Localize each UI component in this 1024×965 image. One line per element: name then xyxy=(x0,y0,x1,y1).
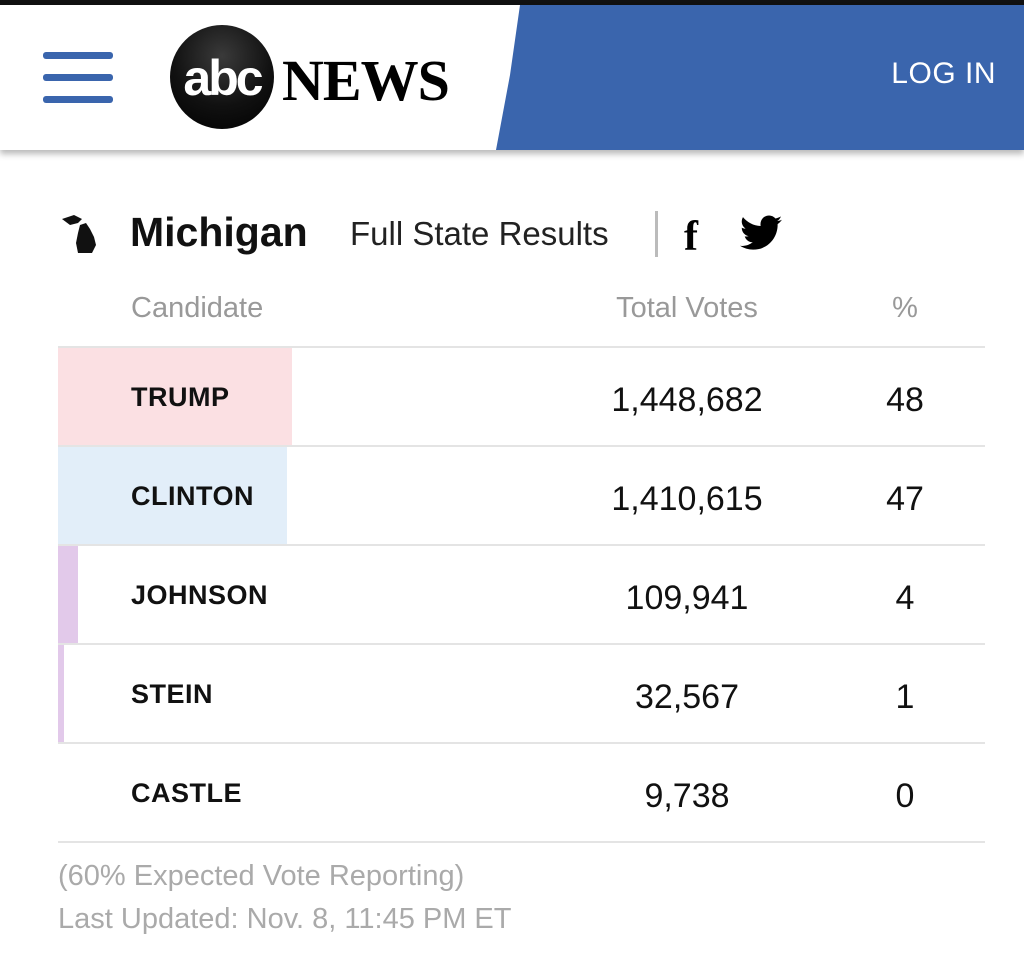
results-table: TRUMP 1,448,682 48 CLINTON 1,410,615 47 … xyxy=(58,346,985,843)
column-header-total-votes: Total Votes xyxy=(616,292,758,324)
reporting-note: (60% Expected Vote Reporting) xyxy=(58,860,465,892)
logo-news-text: NEWS xyxy=(282,48,450,113)
site-header: abc NEWS LOG IN xyxy=(0,5,1024,150)
vote-share-bar xyxy=(58,447,287,544)
abc-news-logo[interactable]: abc NEWS xyxy=(170,25,460,131)
total-votes: 1,410,615 xyxy=(611,480,763,518)
twitter-icon[interactable] xyxy=(740,215,782,251)
vote-share-bar xyxy=(58,348,292,445)
hamburger-menu-icon[interactable] xyxy=(43,52,113,104)
candidate-name: TRUMP xyxy=(131,382,230,412)
candidate-name: CASTLE xyxy=(131,778,242,808)
table-row[interactable]: JOHNSON 109,941 4 xyxy=(58,544,985,643)
vote-percent: 1 xyxy=(895,678,915,716)
table-row[interactable]: TRUMP 1,448,682 48 xyxy=(58,346,985,445)
state-name: Michigan xyxy=(130,209,308,255)
candidate-name: STEIN xyxy=(131,679,214,709)
facebook-icon[interactable]: f xyxy=(684,214,698,260)
table-row[interactable]: CASTLE 9,738 0 xyxy=(58,742,985,843)
vote-percent: 47 xyxy=(886,480,924,518)
logo-abc-text: abc xyxy=(183,50,263,106)
abc-logo-circle xyxy=(170,25,274,129)
candidate-name: CLINTON xyxy=(131,481,254,511)
total-votes: 9,738 xyxy=(644,777,730,815)
total-votes: 109,941 xyxy=(625,579,749,617)
status-bar-strip xyxy=(0,0,1024,5)
vote-percent: 0 xyxy=(895,777,915,815)
column-header-candidate: Candidate xyxy=(131,292,264,324)
total-votes: 32,567 xyxy=(635,678,739,716)
vote-percent: 48 xyxy=(886,381,924,419)
vote-share-bar xyxy=(58,645,64,742)
vote-percent: 4 xyxy=(895,579,915,617)
last-updated: Last Updated: Nov. 8, 11:45 PM ET xyxy=(58,903,512,935)
michigan-state-icon xyxy=(62,215,96,253)
vote-share-bar xyxy=(58,546,78,643)
column-header-percent: % xyxy=(892,292,918,324)
total-votes: 1,448,682 xyxy=(611,381,763,419)
table-row[interactable]: CLINTON 1,410,615 47 xyxy=(58,445,985,544)
table-row[interactable]: STEIN 32,567 1 xyxy=(58,643,985,742)
header-blue-panel xyxy=(496,5,1024,150)
login-button[interactable]: LOG IN xyxy=(891,57,996,90)
full-state-results-link[interactable]: Full State Results xyxy=(350,215,609,252)
candidate-name: JOHNSON xyxy=(131,580,269,610)
header-divider xyxy=(655,211,658,257)
state-title-row: Michigan Full State Results f xyxy=(60,205,960,265)
